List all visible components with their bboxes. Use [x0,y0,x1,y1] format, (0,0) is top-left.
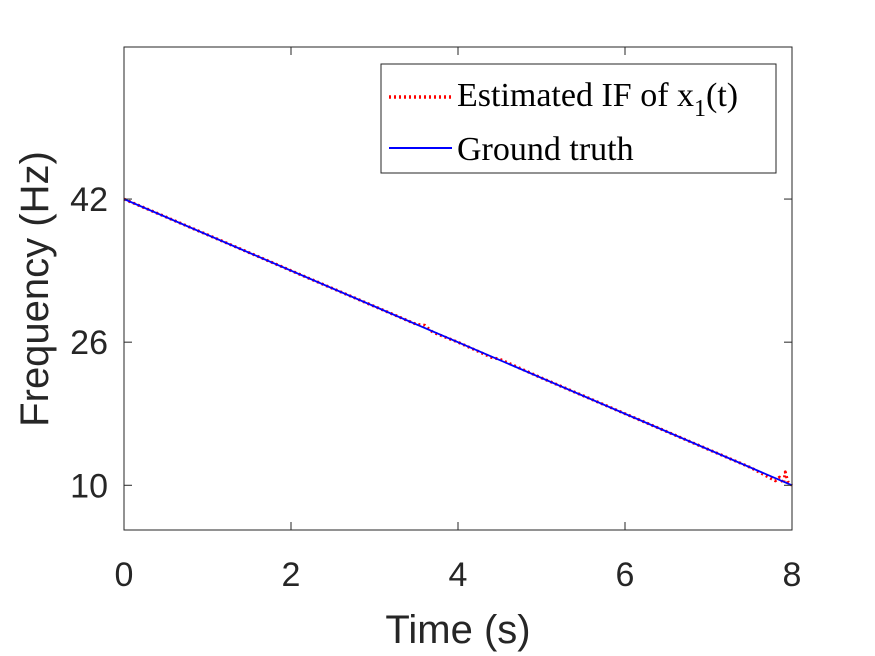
y-tick-label: 10 [70,467,108,505]
series-line-ground-truth [123,198,793,487]
legend-label-ground-truth: Ground truth [457,131,634,168]
legend-estimated-main: Estimated IF of x [457,77,694,114]
series-layer [123,197,793,487]
y-tick-label: 42 [70,181,108,219]
x-tick-label: 0 [115,556,134,594]
legend-box [380,63,777,174]
x-tick-label: 8 [783,556,802,594]
legend-label-estimated: Estimated IF of x1(t) [457,77,738,122]
tick-layer: 0 2 4 6 8 10 26 42 [70,47,801,594]
legend-estimated-sub: 1 [694,96,706,122]
legend: Estimated IF of x1(t) Ground truth [380,63,777,174]
x-tick-label: 4 [449,556,468,594]
legend-estimated-tail: (t) [706,77,738,114]
y-axis-label: Frequency (Hz) [13,151,57,427]
x-tick-label: 2 [282,556,301,594]
x-tick-label: 6 [616,556,635,594]
y-tick-label: 26 [70,324,108,362]
x-axis-label: Time (s) [385,608,530,652]
